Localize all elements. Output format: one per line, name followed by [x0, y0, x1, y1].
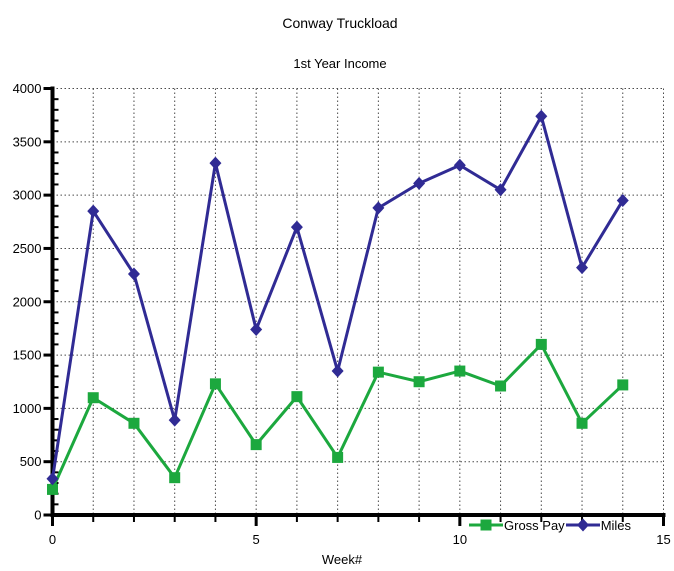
legend-label-gross-pay: Gross Pay	[504, 517, 565, 533]
data-point-marker	[209, 378, 221, 390]
data-point-marker	[494, 183, 507, 197]
data-point-marker	[617, 379, 629, 391]
x-tick-label: 15	[656, 532, 670, 545]
data-point-marker	[454, 365, 466, 377]
legend-swatch-miles	[565, 518, 600, 532]
y-tick-label: 3500	[13, 134, 42, 149]
x-axis-label: Week#	[321, 552, 363, 567]
data-point-marker	[372, 366, 384, 378]
axes	[43, 86, 666, 526]
series-miles	[46, 109, 629, 486]
data-point-marker	[413, 376, 425, 388]
y-tick-label: 4000	[13, 81, 42, 96]
data-point-marker	[46, 472, 59, 486]
data-point-marker	[168, 413, 181, 427]
legend-sample-marker	[576, 518, 589, 532]
data-point-marker	[453, 158, 466, 172]
data-point-marker	[495, 380, 507, 392]
legend: Gross Pay Miles	[468, 515, 631, 535]
data-point-marker	[169, 472, 181, 484]
data-point-marker	[372, 201, 385, 215]
data-point-marker	[331, 364, 344, 378]
y-tick-label: 2000	[13, 294, 42, 309]
data-point-marker	[535, 338, 547, 350]
data-point-marker	[87, 204, 100, 218]
y-tick-label: 0	[34, 508, 41, 523]
data-point-marker	[332, 451, 344, 463]
data-point-marker	[87, 392, 99, 404]
data-point-marker	[616, 193, 629, 207]
data-point-marker	[127, 267, 140, 281]
data-point-marker	[290, 220, 303, 234]
data-point-marker	[47, 483, 58, 495]
data-point-marker	[576, 261, 589, 275]
data-point-marker	[535, 109, 548, 123]
y-tick-label: 2500	[13, 241, 42, 256]
y-tick-label: 1000	[13, 401, 42, 416]
data-point-marker	[576, 417, 588, 429]
data-point-marker	[250, 439, 262, 451]
gridlines	[52, 88, 664, 515]
legend-sample-marker	[480, 519, 492, 531]
x-tick-label: 0	[49, 532, 56, 545]
chart-subtitle: 1st Year Income	[293, 56, 387, 71]
chart-title: Conway Truckload	[282, 15, 398, 31]
y-tick-label: 500	[20, 454, 42, 469]
legend-label-miles: Miles	[600, 517, 632, 533]
x-tick-label: 10	[453, 532, 467, 545]
data-point-marker	[413, 176, 426, 190]
plot-area: 0 500 1000 1500 2000 2500 3000 3500 4000 0 5 10 15	[13, 81, 671, 545]
x-tick-label: 5	[253, 532, 260, 545]
data-point-marker	[250, 322, 263, 336]
series-gross-pay	[47, 338, 629, 495]
legend-swatch-gross-pay	[469, 519, 503, 531]
data-point-marker	[209, 156, 222, 170]
y-tick-label: 3000	[13, 188, 42, 203]
y-tick-label: 1500	[13, 348, 42, 363]
data-point-marker	[291, 391, 303, 403]
data-point-marker	[128, 417, 140, 429]
